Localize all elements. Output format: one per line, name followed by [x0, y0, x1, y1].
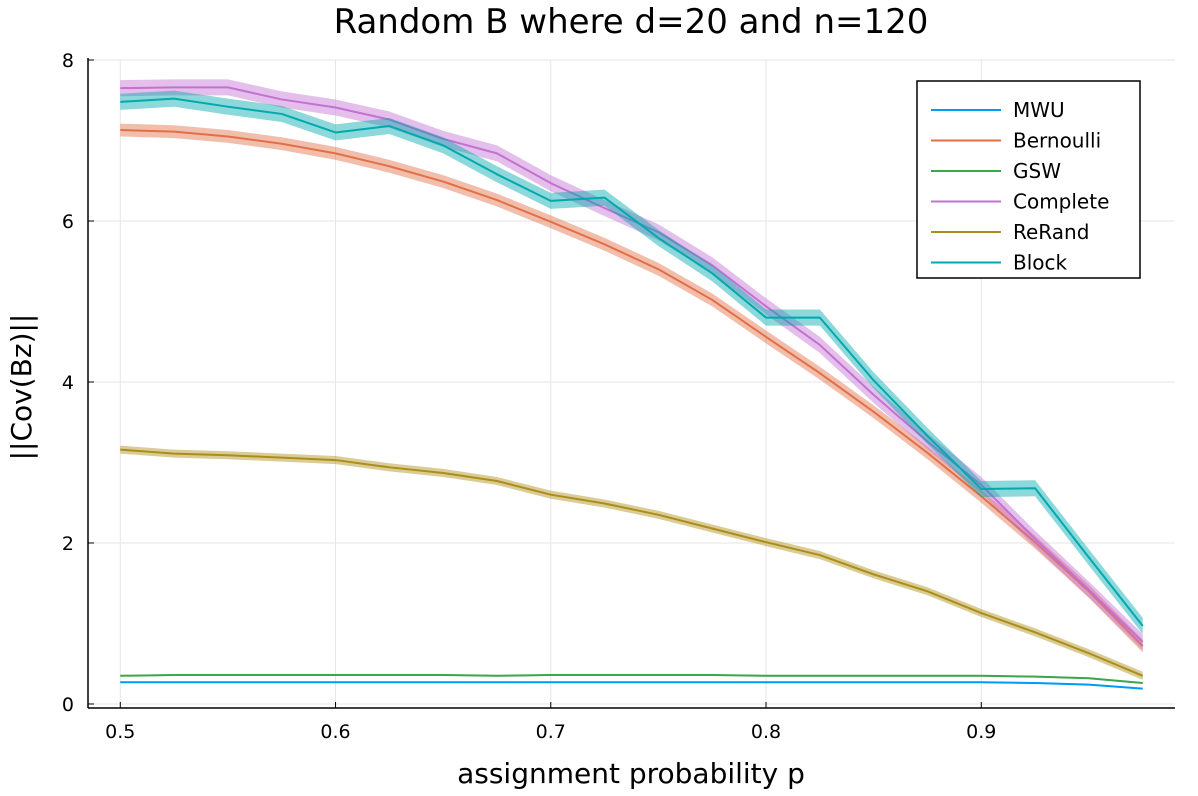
- x-tick-label: 0.8: [751, 721, 781, 743]
- legend-box: [916, 80, 1141, 279]
- x-tick-label: 0.9: [966, 721, 996, 743]
- chart-title: Random B where d=20 and n=120: [334, 2, 929, 42]
- x-tick-label: 0.5: [105, 721, 135, 743]
- legend-label: Complete: [1013, 190, 1109, 214]
- legend-label: ReRand: [1013, 220, 1089, 244]
- y-tick-label: 2: [62, 533, 74, 555]
- series-line-bernoulli: [120, 129, 1144, 647]
- y-tick-label: 4: [62, 372, 74, 394]
- axes-layer: 0.5 0.6 0.7 0.8 0.9 0 2 4 6 8: [62, 50, 1175, 743]
- series-line-rerand: [120, 448, 1144, 677]
- grid-layer: [88, 59, 1175, 708]
- x-tick-label: 0.6: [320, 721, 350, 743]
- y-tick-label: 0: [62, 694, 74, 716]
- legend-label: GSW: [1013, 159, 1061, 183]
- series-layer: [120, 79, 1144, 690]
- x-tick-label: 0.7: [536, 721, 566, 743]
- series-line-mwu: [120, 681, 1143, 690]
- series-line-complete: [120, 86, 1144, 643]
- series-line-block: [120, 97, 1144, 627]
- legend-label: Bernoulli: [1013, 129, 1101, 153]
- y-tick-label: 6: [62, 211, 74, 233]
- series-line-gsw: [120, 673, 1143, 685]
- y-tick-label: 8: [62, 50, 74, 72]
- legend-label: MWU: [1013, 98, 1065, 122]
- y-axis-label: ||Cov(Bz)||: [5, 314, 38, 461]
- legend-label: Block: [1013, 251, 1068, 275]
- x-axis-label: assignment probability p: [457, 757, 805, 790]
- legend: MWU Bernoulli GSW Complete ReRand Block: [916, 80, 1141, 279]
